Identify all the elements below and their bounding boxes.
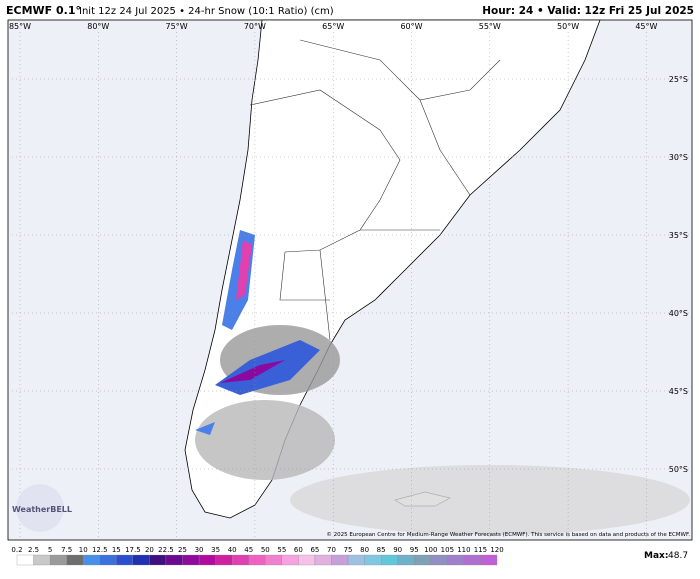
legend-label: 45: [244, 546, 253, 554]
map: 85°W 80°W 75°W 70°W 65°W 60°W 55°W 50°W 45°W 25°S…: [7, 19, 693, 541]
snow-heavy: [236, 240, 252, 300]
legend-label: 105: [441, 546, 454, 554]
color-swatch: [347, 554, 365, 566]
latitude-label: 50°S: [669, 465, 688, 474]
legend-label: 85: [377, 546, 386, 554]
graticule: 85°W 80°W 75°W 70°W 65°W 60°W 55°W 50°W 45°W 25°S…: [8, 20, 692, 540]
latitude-label: 40°S: [669, 309, 688, 318]
color-swatch: [198, 554, 216, 566]
borders: [249, 39, 501, 341]
legend-label: 110: [457, 546, 470, 554]
color-swatch: [215, 554, 233, 566]
snow-light: [195, 400, 335, 480]
longitude-label: 65°W: [322, 22, 344, 31]
latitude-label: 45°S: [669, 387, 688, 396]
legend-label: 75: [344, 546, 353, 554]
legend-label: 90: [393, 546, 402, 554]
color-swatch: [232, 554, 249, 566]
color-swatch: [99, 554, 117, 566]
color-swatch: [281, 554, 299, 566]
legend-label: 5: [48, 546, 52, 554]
snow-heavy: [220, 360, 285, 383]
max-value: 48.7: [668, 551, 688, 561]
legend-label: 80: [360, 546, 369, 554]
latitude-label: 30°S: [669, 153, 688, 162]
color-swatch: [397, 554, 415, 566]
color-swatch: [364, 554, 382, 566]
color-swatch: [265, 554, 282, 566]
credit: © 2025 European Centre for Medium-Range …: [326, 531, 690, 538]
color-swatch: [480, 554, 498, 566]
color-swatch: [430, 554, 448, 566]
legend-label: 35: [211, 546, 220, 554]
colorbar: 0.2 2.5 5 7.5 10 12.5 15 17.5 20 22.5 25 30 35 40 45 50…: [11, 546, 504, 566]
latitude-label: 25°S: [669, 75, 688, 84]
longitude-label: 70°W: [244, 22, 266, 31]
color-swatch: [331, 554, 349, 566]
latitude-label: 35°S: [669, 231, 688, 240]
color-swatch: [447, 554, 465, 566]
legend-label: 70: [327, 546, 336, 554]
legend-label: 15: [112, 546, 121, 554]
logo: WeatherBELL: [12, 505, 72, 514]
legend-label: 30: [195, 546, 204, 554]
color-swatch: [83, 554, 100, 566]
legend-label: 10: [79, 546, 88, 554]
legend-label: 55: [277, 546, 286, 554]
color-swatch: [16, 554, 34, 566]
longitude-label: 55°W: [479, 22, 501, 31]
snow-band: [195, 422, 215, 435]
legend-label: 50: [261, 546, 270, 554]
longitude-label: 45°W: [635, 22, 657, 31]
legend-label: 65: [310, 546, 319, 554]
legend-label: 25: [178, 546, 187, 554]
legend-label: 40: [228, 546, 237, 554]
legend-label: 0.2: [11, 546, 22, 554]
color-swatch: [116, 554, 134, 566]
color-swatch: [165, 554, 183, 566]
color-swatch: [248, 554, 266, 566]
longitude-label: 80°W: [87, 22, 109, 31]
valid-time: Hour: 24 • Valid: 12z Fri 25 Jul 2025: [482, 5, 694, 17]
max-label: Max:: [644, 551, 668, 561]
run-info: Init 12z 24 Jul 2025 • 24-hr Snow (10:1 …: [79, 6, 334, 17]
longitude-label: 85°W: [9, 22, 31, 31]
legend-label: 120: [490, 546, 503, 554]
color-swatch: [298, 554, 316, 566]
longitude-label: 50°W: [557, 22, 579, 31]
color-swatch: [182, 554, 200, 566]
legend-label: 22.5: [158, 546, 174, 554]
color-swatch: [414, 554, 431, 566]
model: ECMWF 0.1°: [6, 4, 81, 17]
color-swatch: [33, 554, 51, 566]
legend-label: 100: [424, 546, 437, 554]
color-swatch: [66, 554, 84, 566]
legend-label: 7.5: [61, 546, 72, 554]
color-swatch: [380, 554, 398, 566]
legend-label: 17.5: [125, 546, 141, 554]
longitude-label: 60°W: [400, 22, 422, 31]
color-swatch: [132, 554, 150, 566]
color-swatch: [49, 554, 67, 566]
legend-label: 12.5: [92, 546, 108, 554]
color-swatch: [149, 554, 167, 566]
legend-label: 115: [474, 546, 487, 554]
color-swatch: [463, 554, 481, 566]
legend-label: 60: [294, 546, 303, 554]
longitude-label: 75°W: [166, 22, 188, 31]
logo-globe: [16, 484, 64, 532]
legend-label: 2.5: [28, 546, 39, 554]
legend-label: 95: [410, 546, 419, 554]
legend-label: 20: [145, 546, 154, 554]
color-swatch: [314, 554, 332, 566]
